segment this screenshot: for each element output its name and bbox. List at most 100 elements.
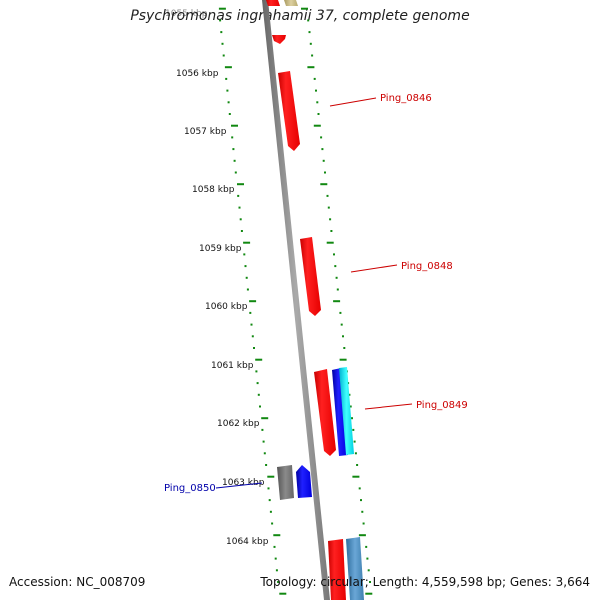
- scale-minor-tick: [326, 194, 329, 197]
- scale-minor-tick: [343, 347, 346, 349]
- gene-arrow-ping-0849-cyan[interactable]: [339, 367, 354, 455]
- scale-major-tick: [365, 592, 373, 595]
- kbp-label: 1059 kbp: [199, 244, 242, 254]
- scale-minor-tick: [329, 218, 332, 221]
- kbp-label: 1056 kbp: [176, 69, 219, 79]
- scale-minor-tick: [263, 452, 266, 455]
- scale-minor-tick: [315, 89, 317, 92]
- scale-minor-tick: [330, 230, 333, 232]
- scale-major-tick: [273, 534, 281, 537]
- scale-major-tick: [358, 534, 366, 537]
- scale-minor-tick: [274, 557, 277, 560]
- kbp-label: 1063 kbp: [222, 478, 265, 488]
- scale-minor-tick: [271, 522, 274, 525]
- leader-line-ping-0848: [350, 264, 398, 273]
- scale-minor-tick: [225, 77, 228, 80]
- scale-major-tick: [307, 66, 315, 69]
- gene-arrow-ping-0850[interactable]: [277, 465, 294, 500]
- scale-major-tick: [218, 7, 226, 10]
- gene-arrow-top-olive[interactable]: [284, 0, 298, 6]
- scale-major-tick: [255, 358, 263, 361]
- scale-minor-tick: [219, 19, 222, 22]
- scale-minor-tick: [308, 31, 311, 34]
- scale-minor-tick: [267, 487, 270, 490]
- scale-minor-tick: [360, 499, 362, 502]
- scale-major-tick: [261, 417, 269, 420]
- scale-minor-tick: [352, 428, 355, 431]
- scale-major-tick: [237, 183, 244, 186]
- scale-minor-tick: [262, 440, 265, 443]
- kbp-label: 1062 kbp: [217, 419, 260, 429]
- scale-minor-tick: [228, 113, 231, 115]
- scale-minor-tick: [322, 159, 325, 162]
- scale-minor-tick: [246, 288, 249, 291]
- scale-minor-tick: [340, 323, 343, 326]
- scale-minor-tick: [324, 171, 326, 174]
- scale-major-tick: [231, 124, 238, 127]
- scale-minor-tick: [349, 405, 352, 408]
- scale-minor-tick: [273, 545, 276, 548]
- scale-minor-tick: [362, 522, 365, 525]
- scale-minor-tick: [234, 171, 237, 174]
- leader-line-ping-0849: [364, 403, 413, 410]
- scale-major-tick: [326, 241, 334, 244]
- kbp-label: 1064 kbp: [226, 537, 269, 547]
- scale-minor-tick: [237, 194, 240, 197]
- scale-minor-tick: [232, 148, 235, 151]
- gene-label-ping-0849[interactable]: Ping_0849: [416, 400, 468, 411]
- gene-arrow-ping-0849-blue[interactable]: [332, 368, 348, 456]
- genome-summary-text: Topology: circular; Length: 4,559,598 bp…: [260, 575, 590, 589]
- gene-label-ping-0846[interactable]: Ping_0846: [380, 93, 432, 104]
- scale-minor-tick: [251, 335, 254, 338]
- gene-label-ping-0850[interactable]: Ping_0850: [164, 483, 216, 494]
- gene-arrow-ping-0849-red[interactable]: [314, 369, 336, 456]
- gene-arrow-ping-0846[interactable]: [278, 71, 300, 151]
- scale-minor-tick: [321, 148, 324, 151]
- scale-minor-tick: [342, 335, 344, 338]
- scale-minor-tick: [227, 101, 230, 104]
- top-cut-kbp-label: 1055 kbp: [165, 9, 208, 19]
- scale-minor-tick: [249, 311, 252, 314]
- scale-major-tick: [279, 592, 287, 595]
- scale-major-tick: [243, 241, 251, 244]
- scale-minor-tick: [253, 347, 255, 349]
- scale-major-tick: [224, 66, 232, 69]
- scale-minor-tick: [250, 323, 253, 326]
- scale-minor-tick: [245, 276, 248, 279]
- scale-minor-tick: [335, 276, 338, 279]
- scale-minor-tick: [320, 136, 323, 139]
- kbp-label: 1061 kbp: [211, 361, 254, 371]
- scale-minor-tick: [269, 510, 272, 513]
- scale-minor-tick: [356, 464, 359, 466]
- scale-minor-tick: [366, 557, 369, 560]
- gene-label-ping-0848[interactable]: Ping_0848: [401, 261, 453, 272]
- kbp-label: 1057 kbp: [184, 127, 227, 137]
- scale-minor-tick: [261, 428, 264, 431]
- scale-major-tick: [267, 475, 275, 478]
- scale-minor-tick: [309, 42, 312, 45]
- scale-minor-tick: [226, 89, 229, 92]
- scale-minor-tick: [367, 569, 370, 572]
- gene-arrow-small-red[interactable]: [272, 35, 286, 44]
- scale-minor-tick: [333, 253, 335, 256]
- scale-minor-tick: [317, 113, 320, 115]
- scale-minor-tick: [316, 101, 319, 104]
- scale-minor-tick: [348, 393, 351, 396]
- scale-minor-tick: [334, 265, 337, 268]
- gene-arrow-bottom-red[interactable]: [328, 539, 346, 600]
- scale-major-tick: [301, 7, 308, 10]
- scale-minor-tick: [231, 136, 234, 139]
- gene-arrow-top-red[interactable]: [266, 0, 280, 6]
- scale-major-tick: [352, 475, 360, 478]
- scale-minor-tick: [255, 370, 258, 373]
- scale-minor-tick: [369, 581, 371, 583]
- leader-line-ping-0850: [215, 482, 263, 489]
- scale-major-tick: [320, 183, 328, 186]
- scale-minor-tick: [256, 382, 259, 385]
- scale-minor-tick: [307, 19, 310, 22]
- gene-arrow-blue-small[interactable]: [296, 465, 312, 498]
- gene-arrow-ping-0848[interactable]: [300, 237, 321, 316]
- gene-arrow-bottom-steel[interactable]: [346, 537, 364, 600]
- scale-minor-tick: [240, 230, 243, 232]
- scale-minor-tick: [277, 581, 280, 583]
